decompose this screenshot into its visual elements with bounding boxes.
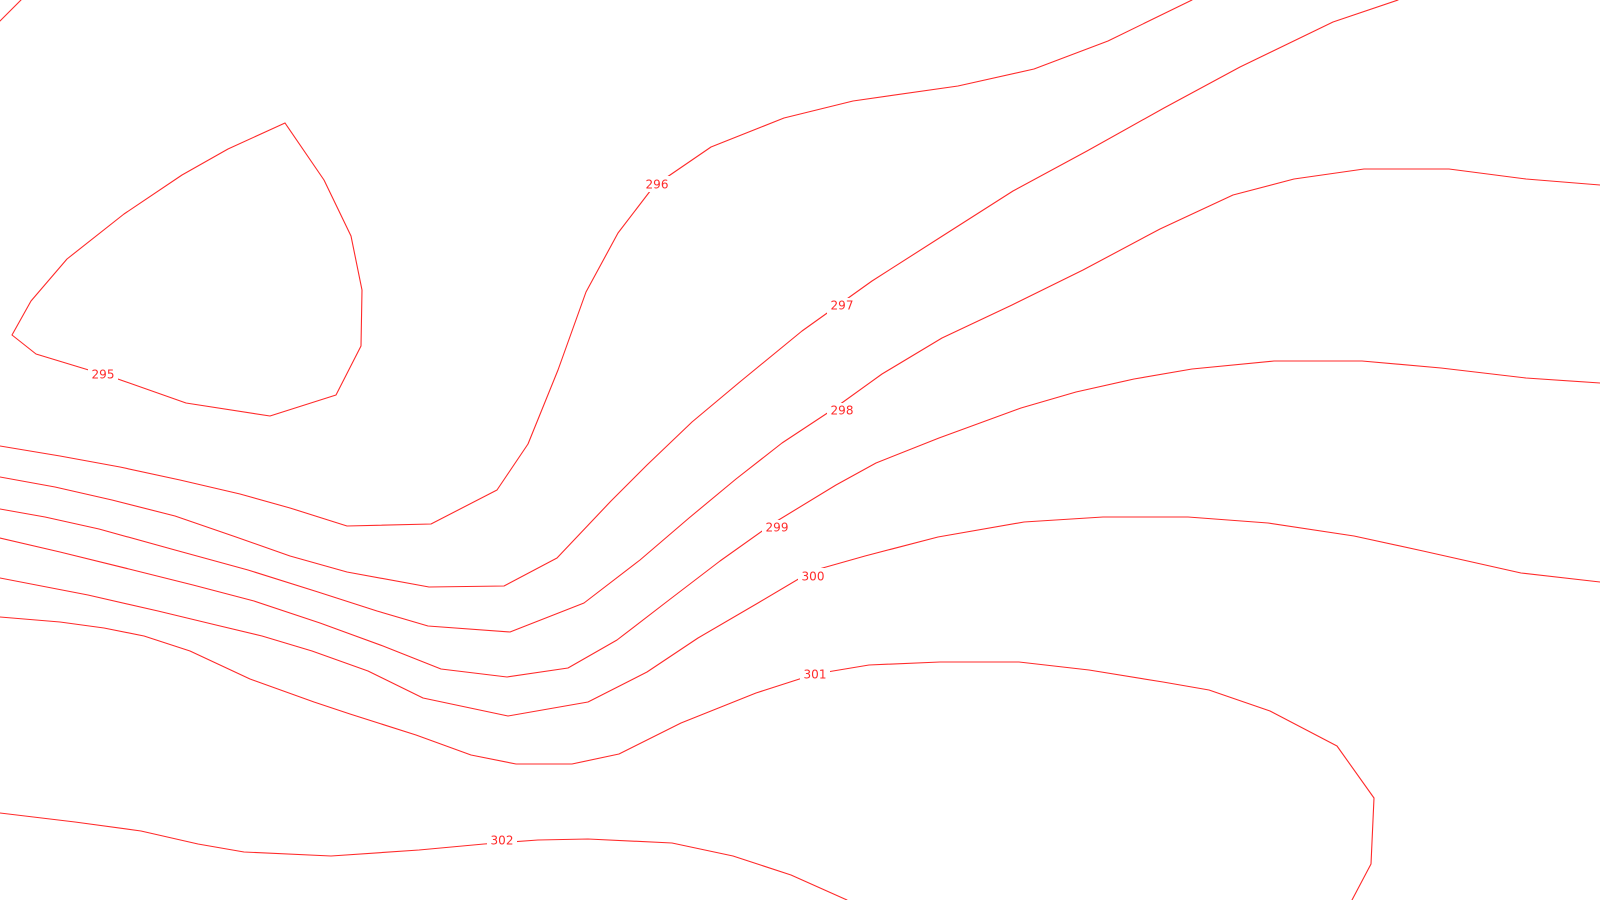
contour-line-298	[0, 168, 1600, 633]
contour-line-296-stub	[0, 0, 22, 22]
contour-label-bg-302	[487, 833, 517, 849]
contour-label-bg-301	[800, 667, 830, 683]
contour-label-295: 295	[92, 368, 115, 382]
contour-label-bg-296	[642, 176, 672, 192]
contour-label-300: 300	[802, 570, 825, 584]
contour-label-299: 299	[766, 521, 789, 535]
contour-label-301: 301	[804, 668, 827, 682]
contour-line-300	[0, 516, 1600, 717]
contour-label-bg-298	[827, 403, 857, 419]
contour-label-302: 302	[491, 834, 514, 848]
contour-label-297: 297	[831, 299, 854, 313]
contour-line-301	[0, 616, 1375, 900]
contour-line-297	[0, 0, 1399, 588]
contour-line-296	[0, 0, 1193, 527]
contour-line-302	[0, 812, 848, 900]
contour-label-bg-300	[798, 568, 828, 584]
contour-label-bg-299	[762, 520, 792, 536]
contour-label-bg-297	[827, 298, 857, 314]
contour-label-296: 296	[646, 178, 669, 192]
contour-line-299	[0, 360, 1600, 678]
contour-line-295	[11, 122, 363, 417]
contour-label-bg-295	[88, 367, 118, 383]
contour-label-298: 298	[831, 404, 854, 418]
